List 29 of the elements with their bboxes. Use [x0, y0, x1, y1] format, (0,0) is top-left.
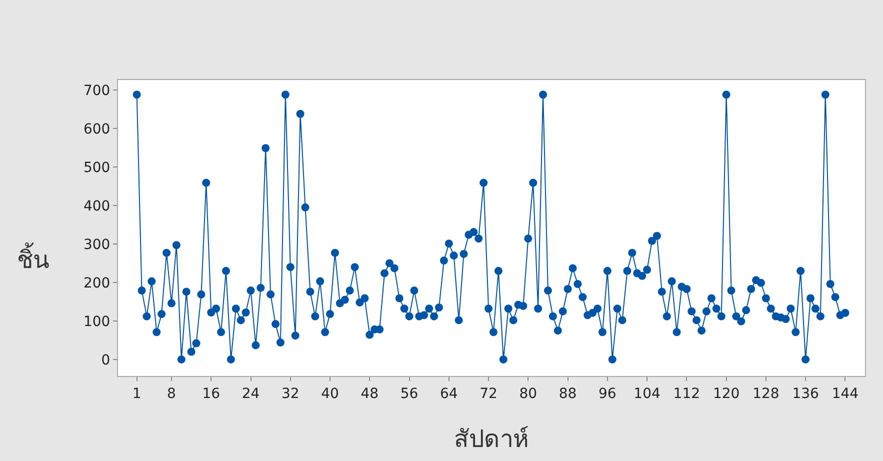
y-tick-label: 200 — [83, 275, 110, 292]
x-tick-label: 128 — [752, 386, 780, 402]
x-tick-label: 136 — [792, 386, 820, 402]
x-tick-label: 48 — [360, 386, 379, 402]
x-axis-title: สัปดาห์ — [454, 425, 529, 453]
x-tick-label: 24 — [242, 386, 260, 402]
x-tick-label: 72 — [480, 386, 498, 402]
y-tick-label: 100 — [83, 314, 110, 330]
x-tick-label: 40 — [321, 386, 339, 402]
x-tick-label: 104 — [634, 386, 660, 402]
x-tick-label: 80 — [519, 386, 538, 402]
x-tick-label: 96 — [598, 386, 616, 402]
x-tick-label: 32 — [281, 386, 300, 402]
x-tick-label: 120 — [712, 386, 740, 402]
x-tick-label: 8 — [167, 386, 176, 402]
x-tick-label: 16 — [202, 386, 220, 402]
x-tick-label: 112 — [673, 386, 700, 402]
y-tick-label: 500 — [83, 160, 110, 176]
y-tick-label: 300 — [83, 236, 110, 253]
x-tick-label: 56 — [400, 386, 418, 402]
y-axis-title: ชิ้น — [17, 242, 49, 274]
x-tick-label: 1 — [132, 386, 142, 402]
x-tick-label: 88 — [558, 386, 577, 402]
y-tick-label: 400 — [83, 198, 110, 214]
x-tick-label: 64 — [440, 386, 458, 402]
y-tick-label: 600 — [83, 121, 110, 138]
x-tick-label: 144 — [832, 386, 859, 402]
y-tick-label: 700 — [83, 82, 110, 99]
y-tick-label: 0 — [101, 352, 110, 368]
